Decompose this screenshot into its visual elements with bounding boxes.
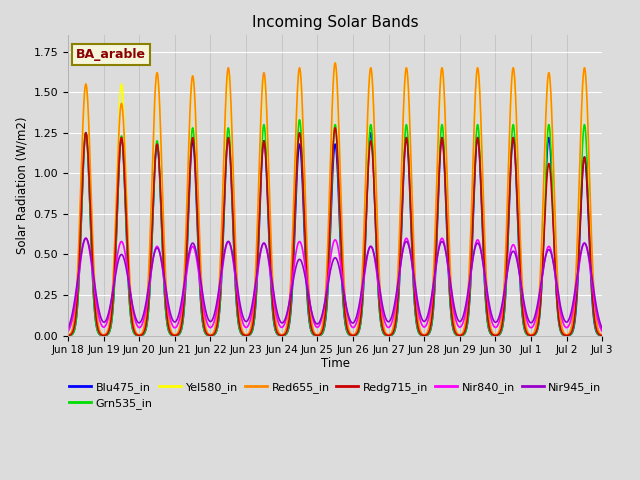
Red655_in (160, 233, 168, 239)
Nir945_in (426, 307, 433, 312)
Yel580_in (332, 60, 339, 66)
Blu475_in (64, 333, 72, 338)
Yel580_in (598, 333, 606, 338)
Nir945_in (485, 300, 493, 306)
Grn535_in (316, 333, 323, 338)
Grn535_in (426, 330, 433, 336)
Blu475_in (598, 333, 605, 338)
Red655_in (315, 331, 323, 337)
Red655_in (598, 332, 605, 338)
Nir840_in (82, 235, 90, 241)
Grn535_in (598, 333, 605, 338)
Nir840_in (455, 324, 463, 330)
Nir945_in (598, 326, 606, 332)
Line: Redg715_in: Redg715_in (68, 128, 602, 336)
Nir840_in (64, 328, 72, 334)
Redg715_in (160, 271, 168, 276)
Red655_in (64, 332, 72, 338)
Redg715_in (426, 328, 433, 334)
Blu475_in (455, 333, 463, 338)
Line: Yel580_in: Yel580_in (68, 63, 602, 336)
Nir945_in (82, 235, 90, 241)
Blu475_in (598, 333, 606, 338)
Yel580_in (64, 333, 72, 338)
Yel580_in (598, 333, 605, 338)
Blu475_in (485, 327, 493, 333)
Red655_in (426, 323, 433, 328)
Nir945_in (160, 275, 168, 280)
Blu475_in (316, 333, 323, 338)
Nir840_in (598, 328, 605, 334)
Redg715_in (332, 125, 339, 131)
Yel580_in (455, 332, 463, 338)
Redg715_in (598, 333, 605, 338)
Redg715_in (315, 332, 323, 338)
X-axis label: Time: Time (321, 357, 349, 370)
Line: Nir945_in: Nir945_in (68, 238, 602, 329)
Legend: Blu475_in, Grn535_in, Yel580_in, Red655_in, Redg715_in, Nir840_in, Nir945_in: Blu475_in, Grn535_in, Yel580_in, Red655_… (65, 377, 606, 413)
Line: Nir840_in: Nir840_in (68, 238, 602, 332)
Nir945_in (316, 320, 323, 325)
Nir945_in (598, 324, 605, 330)
Nir840_in (598, 329, 606, 335)
Line: Grn535_in: Grn535_in (68, 120, 602, 336)
Red655_in (598, 332, 606, 338)
Redg715_in (485, 324, 493, 329)
Red655_in (455, 332, 463, 337)
Redg715_in (455, 333, 463, 338)
Grn535_in (160, 281, 168, 287)
Grn535_in (485, 327, 493, 333)
Red655_in (485, 314, 493, 320)
Blu475_in (82, 130, 90, 136)
Blu475_in (426, 331, 433, 336)
Nir840_in (316, 323, 323, 329)
Grn535_in (455, 333, 463, 338)
Grn535_in (598, 333, 606, 338)
Title: Incoming Solar Bands: Incoming Solar Bands (252, 15, 419, 30)
Grn535_in (64, 333, 72, 338)
Yel580_in (160, 248, 168, 253)
Blu475_in (160, 284, 168, 290)
Y-axis label: Solar Radiation (W/m2): Solar Radiation (W/m2) (15, 117, 28, 254)
Yel580_in (485, 320, 493, 326)
Nir840_in (160, 278, 168, 284)
Line: Blu475_in: Blu475_in (68, 133, 602, 336)
Redg715_in (598, 333, 606, 338)
Text: BA_arable: BA_arable (76, 48, 146, 61)
Nir840_in (485, 306, 493, 312)
Nir840_in (426, 312, 433, 318)
Line: Red655_in: Red655_in (68, 63, 602, 335)
Nir945_in (455, 318, 463, 324)
Yel580_in (315, 332, 323, 338)
Redg715_in (64, 333, 72, 338)
Nir945_in (64, 325, 72, 331)
Grn535_in (296, 117, 303, 122)
Yel580_in (426, 327, 433, 333)
Red655_in (332, 60, 339, 66)
